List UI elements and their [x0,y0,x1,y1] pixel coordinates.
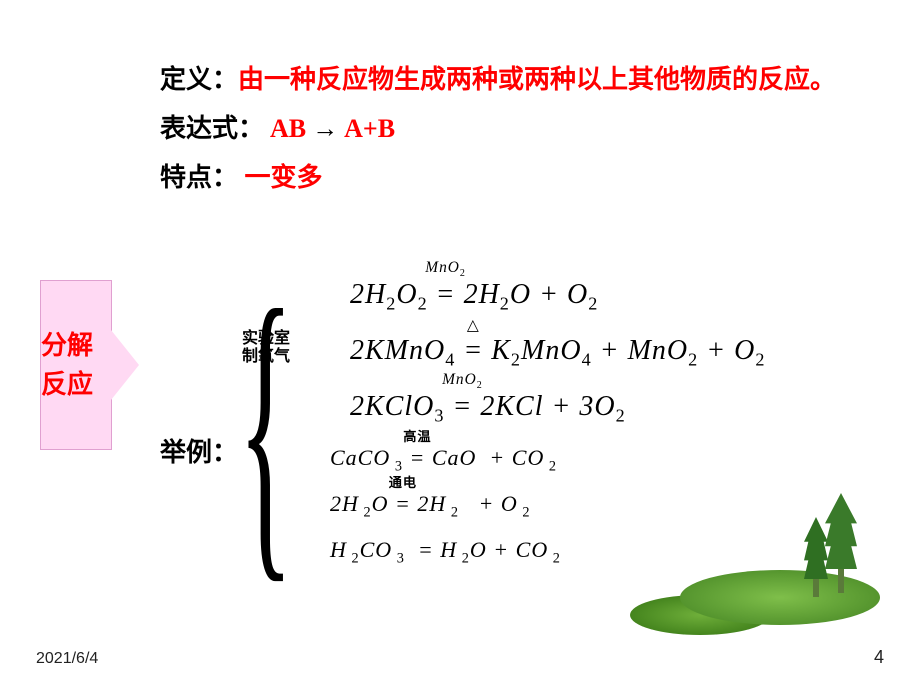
definition-line: 定义：由一种反应物生成两种或两种以上其他物质的反应。 [160,62,880,97]
examples-label: 举例： [160,432,238,469]
equation-formula: 2KMnO4 =△ K2MnO4 + MnO2 + O2 [350,335,765,371]
decorative-scenery [620,495,920,635]
equation-formula: 2H2O2 =MnO2 2H2O + O2 [350,279,598,315]
feature-label: 特点： [160,163,238,192]
feature-line: 特点： 一变多 [160,160,880,195]
expression-rhs: A+B [344,111,395,146]
equation-formula: 2H 2O =通电 2H 2 + O 2 [330,491,530,521]
tree-icon [825,493,857,593]
slide: 分解反应 定义：由一种反应物生成两种或两种以上其他物质的反应。 表达式： AB … [0,0,920,690]
footer-date: 2021/6/4 [36,650,98,668]
sidebar-category-box: 分解反应 [40,280,112,450]
arrow-icon: → [312,111,338,146]
footer-page-number: 4 [874,647,884,668]
feature-text: 一变多 [245,163,323,192]
equation-row: 2KClO3 =MnO2 2KCl + 3O2 [260,384,765,434]
definition-label: 定义： [160,65,238,94]
equation-formula: 2KClO3 =MnO2 2KCl + 3O2 [350,391,626,427]
equation-formula: CaCO 3 =高温 CaO + CO 2 [330,445,557,475]
expression-line: 表达式： AB → A+B [160,111,880,146]
expression-label: 表达式： [160,111,264,146]
equation-formula: H 2CO 3 = H 2O + CO 2 [330,537,561,567]
sidebar-title: 分解反应 [41,326,111,404]
lab-note: 实验室制氧气 [242,330,290,367]
equation-row: CaCO 3 =高温 CaO + CO 2 [260,440,765,480]
equation-row: 2H2O2 =MnO2 2H2O + O2 [260,272,765,322]
content-area: 定义：由一种反应物生成两种或两种以上其他物质的反应。 表达式： AB → A+B… [160,62,880,209]
expression-lhs: AB [270,111,306,146]
equation-row: 实验室制氧气 2KMnO4 =△ K2MnO4 + MnO2 + O2 [260,328,765,378]
sidebar-arrow-icon [111,330,139,400]
definition-text: 由一种反应物生成两种或两种以上其他物质的反应。 [238,65,836,94]
